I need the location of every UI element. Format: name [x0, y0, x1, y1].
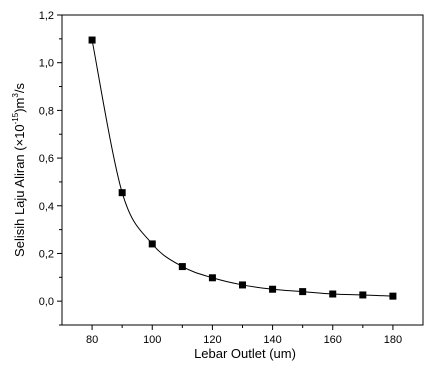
y-axis-label-part-1: Selisih Laju Aliran (×10: [12, 124, 27, 257]
x-tick-label-1: 100: [143, 334, 161, 346]
y-axis-label-part-2: )m: [12, 98, 27, 113]
y-tick-label-0: 0,0: [39, 296, 54, 308]
y-axis-label-sup-1: -15: [11, 112, 20, 124]
series: [88, 36, 397, 300]
y-tick-label-4: 0,8: [39, 105, 54, 117]
x-tick-label-2: 120: [203, 334, 221, 346]
y-tick-label-1: 0,2: [39, 248, 54, 260]
data-point-10: [389, 292, 397, 300]
x-axis-label: Lebar Outlet (um): [194, 346, 296, 361]
data-point-0: [88, 36, 96, 44]
data-point-1: [118, 189, 126, 197]
y-axis-label-part-3: /s: [12, 83, 27, 94]
data-point-2: [148, 240, 156, 248]
x-tick-label-0: 80: [86, 334, 98, 346]
series-line-0: [91, 39, 393, 297]
y-tick-label-5: 1,0: [39, 58, 54, 70]
x-tick-label-4: 160: [324, 334, 342, 346]
y-tick-label-6: 1,2: [39, 10, 54, 22]
data-point-7: [299, 288, 307, 296]
y-axis-label: Selisih Laju Aliran (×10-15)m3/s: [11, 83, 27, 257]
ticks: 80 100 120 140 160 180 0,0 0,2 0,4 0,6 0,8 1,0 1,2: [39, 10, 402, 346]
x-tick-label-3: 140: [263, 334, 281, 346]
y-axis-label-sup-2: 3: [11, 93, 20, 98]
x-tick-label-5: 180: [384, 334, 402, 346]
data-point-5: [239, 281, 246, 289]
data-point-9: [359, 291, 367, 299]
data-point-8: [329, 290, 337, 298]
data-point-3: [178, 263, 186, 271]
y-tick-label-2: 0,4: [39, 201, 54, 213]
data-point-4: [208, 274, 216, 282]
y-tick-label-3: 0,6: [39, 153, 54, 165]
data-point-6: [269, 285, 277, 293]
